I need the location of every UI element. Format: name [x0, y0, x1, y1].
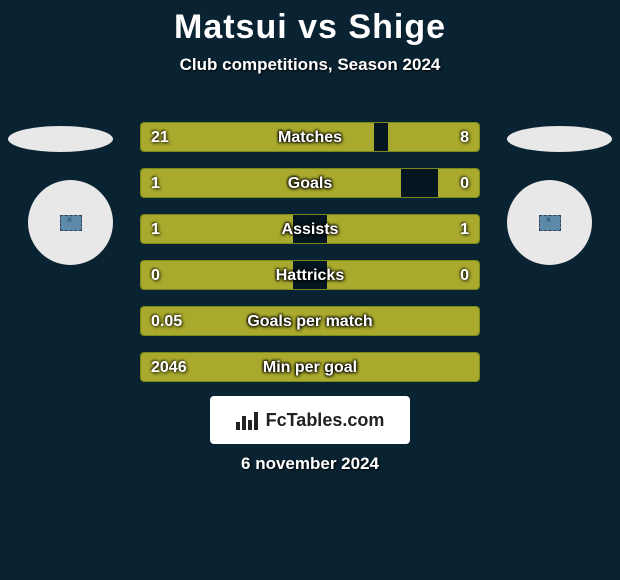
bar-full [141, 353, 479, 381]
bar-left [141, 215, 293, 243]
player-left-avatar [28, 180, 113, 265]
stat-row: 218Matches [140, 122, 480, 152]
stat-row: 0.05Goals per match [140, 306, 480, 336]
bar-gap [293, 215, 327, 243]
bar-left [141, 261, 293, 289]
stat-row: 10Goals [140, 168, 480, 198]
branding-text: FcTables.com [266, 410, 385, 431]
subtitle: Club competitions, Season 2024 [0, 55, 620, 75]
bar-right [327, 261, 479, 289]
bar-gap [374, 123, 388, 151]
vs-separator: vs [298, 8, 338, 46]
bar-left [141, 123, 374, 151]
bar-gap [401, 169, 438, 197]
bar-full [141, 307, 479, 335]
player-left-shadow [8, 126, 113, 152]
player-left-name: Matsui [174, 8, 288, 46]
bar-left [141, 169, 401, 197]
branding-badge[interactable]: FcTables.com [210, 396, 410, 444]
bar-gap [293, 261, 327, 289]
bar-right [327, 215, 479, 243]
placeholder-icon [60, 215, 82, 231]
player-right-avatar [507, 180, 592, 265]
player-right-name: Shige [348, 8, 446, 46]
comparison-bars: 218Matches 10Goals 11Assists 00Hattricks 0.0… [140, 122, 480, 398]
bar-right [438, 169, 479, 197]
bar-chart-icon [236, 410, 260, 430]
player-right-shadow [507, 126, 612, 152]
stat-row: 00Hattricks [140, 260, 480, 290]
date-label: 6 november 2024 [0, 454, 620, 474]
page-title: Matsui vs Shige [0, 0, 620, 47]
placeholder-icon [539, 215, 561, 231]
bar-right [388, 123, 479, 151]
stat-row: 11Assists [140, 214, 480, 244]
stat-row: 2046Min per goal [140, 352, 480, 382]
